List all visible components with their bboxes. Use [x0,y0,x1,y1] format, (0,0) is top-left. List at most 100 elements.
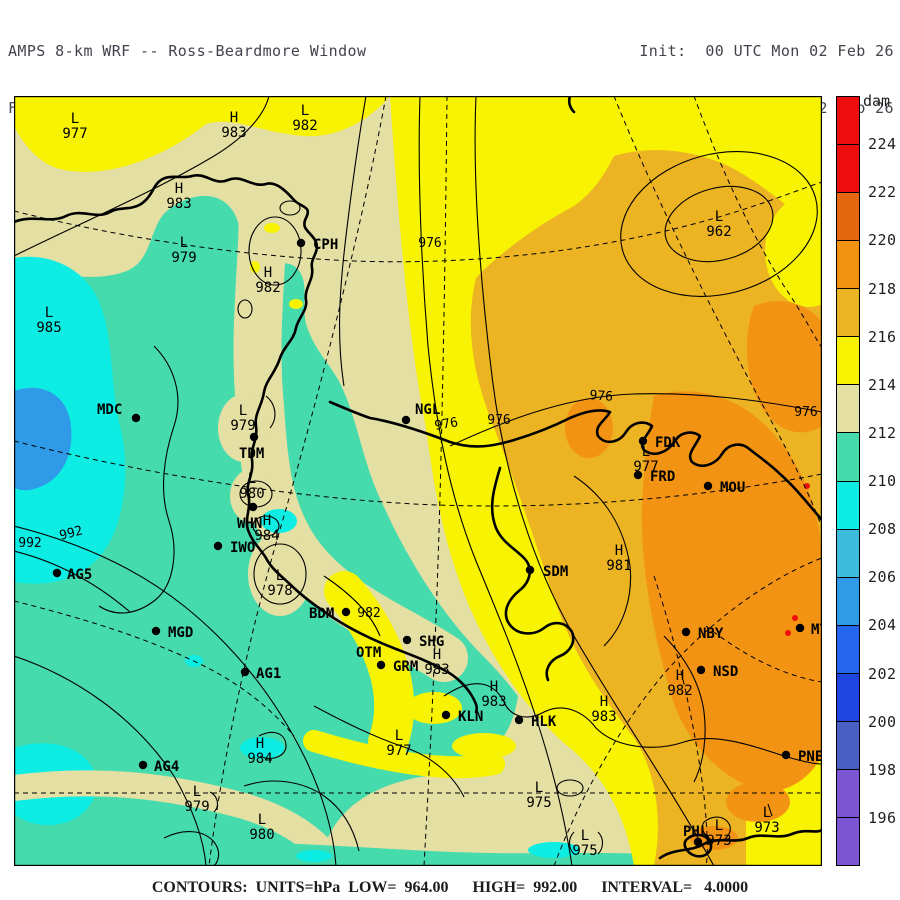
station-label-GRM: GRM [393,659,418,675]
station-dot-MOU [703,481,713,491]
pressure-center-letter-7: L [715,209,723,225]
station-dot-GRM [376,660,386,670]
pressure-center-value-14: 983 [424,662,449,678]
pressure-center-value-25: 973 [754,820,779,836]
pressure-center-letter-13: H [615,543,623,559]
colorbar-tick-220: 220 [868,231,897,250]
colorbar-tick-206: 206 [868,568,897,587]
pressure-center-letter-3: H [175,181,183,197]
colorbar-tick-200: 200 [868,712,897,731]
station-dot-CPH [296,238,306,248]
contour-value-label-4: 976 [794,405,817,420]
contour-info-caption: CONTOURS: UNITS=hPa LOW= 964.00 HIGH= 99… [151,879,749,896]
pressure-center-letter-18: L [395,728,403,744]
station-label-MTK: MTK [811,622,822,638]
colorbar-segment-11 [837,625,859,674]
colorbar-segment-5 [837,337,859,386]
pressure-center-letter-21: L [258,812,266,828]
pressure-center-value-15: 983 [481,694,506,710]
colorbar-segment-6 [837,385,859,434]
station-dot-NGL [401,415,411,425]
pressure-center-value-12: 977 [633,459,658,475]
station-dot-AG4 [138,760,148,770]
station-label-PHL: PHL [683,824,708,840]
pressure-center-letter-5: H [264,265,272,281]
station-label-MOU: MOU [720,480,745,496]
station-label-HLK: HLK [531,714,557,730]
station-dot-FDK [638,436,648,446]
thickness-colorbar [836,96,860,866]
pressure-center-letter-15: H [490,679,498,695]
station-label-IWO: IWO [230,540,255,556]
station-label-KLN: KLN [458,709,483,725]
station-label-MGD: MGD [168,625,193,641]
map-border [14,96,822,866]
colorbar-segment-9 [837,529,859,578]
pressure-center-letter-8: L [239,403,247,419]
pressure-center-letter-12: L [642,444,650,460]
station-label-NGL: NGL [415,402,440,418]
pressure-center-value-4: 979 [171,250,196,266]
pressure-center-letter-2: L [301,103,309,119]
station-label-AG4: AG4 [154,759,179,775]
station-label-TDM: TDM [239,446,264,462]
colorbar-tick-216: 216 [868,327,897,346]
station-label-MDC: MDC [97,402,122,418]
station-dot-WHN [248,502,258,512]
station-dot-HLK [514,715,524,725]
pressure-center-value-2: 982 [292,118,317,134]
contour-label-group: 976 976 976 976 976 992 992 982 [18,236,817,621]
station-dot-MDC [131,413,141,423]
pressure-center-letter-6: L [45,305,53,321]
colorbar-segment-4 [837,289,859,338]
station-dot-IWO [213,541,223,551]
station-label-OTM: OTM [356,645,381,661]
station-dot-MGD [151,626,161,636]
pressure-center-value-20: 979 [184,799,209,815]
pressure-center-value-17: 982 [667,683,692,699]
pressure-center-letter-23: L [581,828,589,844]
station-dot-AG5 [52,568,62,578]
colorbar-tick-222: 222 [868,183,897,202]
init-time: Init: 00 UTC Mon 02 Feb 26 [639,42,894,60]
colorbar-segment-0 [837,97,859,146]
colorbar-unit-label: dam [863,92,891,110]
station-label-AG5: AG5 [67,567,92,583]
pressure-center-value-8: 979 [230,418,255,434]
colorbar-segment-10 [837,577,859,626]
colorbar-segment-7 [837,433,859,482]
pressure-center-value-7: 962 [706,224,731,240]
pressure-center-letter-14: H [433,647,441,663]
pressure-center-letter-4: L [180,235,188,251]
station-dot-NSD [696,665,706,675]
station-dot-MTK [795,623,805,633]
station-dot-SDM [525,565,535,575]
pressure-center-group: L977H983L982H983L979H982L985L962L979L980… [36,103,779,859]
colorbar-tick-212: 212 [868,423,897,442]
colorbar-tick-224: 224 [868,135,897,154]
station-dot-BDM [341,607,351,617]
pressure-center-letter-24: L [715,818,723,834]
pressure-center-value-18: 977 [386,743,411,759]
pressure-center-letter-16: H [600,694,608,710]
station-label-PNE: PNE [798,749,822,765]
colorbar-tick-198: 198 [868,760,897,779]
colorbar-segment-15 [837,817,859,865]
pressure-center-value-11: 978 [267,583,292,599]
pressure-center-letter-11: L [276,568,284,584]
contour-value-label-6: 992 [58,523,84,543]
station-label-BDM: BDM [309,606,334,622]
pressure-center-value-9: 980 [239,486,264,502]
station-label-AG1: AG1 [256,666,281,682]
pressure-center-value-24: 973 [706,833,731,849]
pressure-center-letter-1: H [230,110,238,126]
colorbar-tick-214: 214 [868,375,897,394]
station-label-CPH: CPH [313,237,338,253]
contour-value-label-5: 992 [18,536,41,551]
contour-value-label-2: 976 [487,413,510,428]
station-dot-PNE [781,750,791,760]
pressure-center-letter-19: H [256,736,264,752]
pressure-center-value-23: 975 [572,843,597,859]
